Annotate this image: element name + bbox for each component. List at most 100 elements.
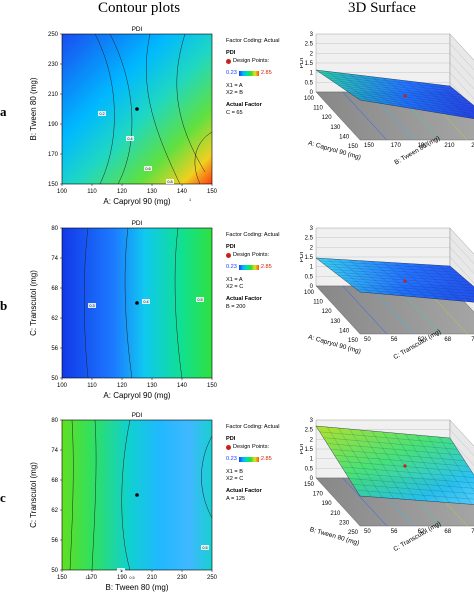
contour-label: 1.5: [85, 576, 90, 580]
x-axis-label: B: Tween 80 (mg): [106, 583, 169, 592]
contour-label: 1: [120, 569, 122, 573]
mesh-line: [438, 84, 474, 114]
y-tick-label: 210: [48, 92, 59, 98]
y-tick-label: 62: [51, 316, 58, 322]
design-points-label: Design Points:: [233, 57, 270, 64]
surf-y-tick-label: 230: [471, 143, 474, 149]
contour-label: 0.8: [167, 180, 172, 184]
contour-line: [124, 227, 133, 379]
legend-panel: Factor Coding: Actual PDI Design Points: 0.…: [226, 38, 298, 117]
contour-label-box: [186, 197, 194, 202]
x-tick-label: 170: [87, 575, 98, 581]
contour-line: [94, 33, 115, 185]
header-contour-plots: Contour plots: [98, 0, 181, 16]
y-tick-label: 80: [51, 226, 58, 232]
contour-label: 0.5: [197, 298, 202, 302]
x2-assignment: X2 = C: [226, 284, 244, 291]
response-name: PDI: [226, 50, 236, 57]
surf-y-tick-label: 68: [444, 337, 451, 343]
surf-y-tick-label: 74: [471, 529, 474, 535]
contour-title: PDI: [132, 26, 143, 33]
contour-line: [83, 227, 89, 379]
y-tick-label: 170: [48, 152, 59, 158]
y-tick-label: 150: [48, 182, 59, 188]
z-tick-label: 3: [310, 226, 314, 232]
actual-factor-heading: Actual Factor: [226, 296, 262, 303]
surf-x-tick-label: 230: [339, 520, 350, 526]
contour-label-box: [128, 575, 136, 580]
y-axis-label: C: Transcutol (mg): [29, 270, 38, 336]
z-tick-label: 1: [310, 71, 314, 77]
x1-assignment: X1 = A: [226, 82, 243, 89]
y-tick-label: 80: [51, 418, 58, 424]
contour-plot-2: PDI 1.5 1 0.5 0.5 150 170 190 210 230 250 50 56 62 68 7…: [29, 412, 218, 592]
surface-design-point: [403, 94, 407, 98]
x-tick-label: 120: [117, 383, 128, 389]
x-axis-label: A: Capryol 90 (mg): [103, 197, 170, 206]
y-tick-label: 62: [51, 508, 58, 514]
surf-x-tick-label: 190: [322, 501, 333, 507]
actual-factor-value: B = 200: [226, 303, 246, 310]
z-tick-label: 1: [310, 265, 314, 271]
x-tick-label: 120: [117, 189, 128, 195]
surf-y-tick-label: 74: [471, 337, 474, 343]
z-tick-label: 2.5: [305, 428, 314, 434]
z-tick-label: 3: [310, 418, 314, 424]
color-gradient-bar: [238, 265, 259, 271]
y-tick-label: 190: [48, 122, 59, 128]
surf-x-tick-label: 170: [313, 492, 324, 498]
z-tick-label: 2: [310, 245, 314, 251]
row-label-1: b: [0, 298, 8, 313]
contour-label-box: [196, 297, 204, 302]
surf-x-axis-label: A: Capryol 90 (mg): [307, 334, 361, 356]
design-points-row: Design Points:: [226, 444, 298, 451]
contour-label-box: [98, 111, 106, 116]
x-tick-label: 150: [207, 189, 218, 195]
response-name: PDI: [226, 436, 236, 443]
design-points-row: Design Points:: [226, 252, 298, 259]
color-min: 0.23: [226, 456, 237, 463]
z-tick-label: 0: [310, 90, 314, 96]
contour-line: [109, 33, 133, 185]
contour-title: PDI: [132, 412, 143, 419]
response-name: PDI: [226, 244, 236, 251]
grid-line: [449, 43, 474, 71]
surf-x-tick-label: 120: [322, 309, 333, 315]
y-axis-label: B: Tween 80 (mg): [29, 77, 38, 140]
grid-line: [449, 256, 474, 284]
design-points-label: Design Points:: [233, 443, 270, 450]
x-axis-label: A: Capryol 90 (mg): [103, 391, 170, 400]
contour-label-box: [88, 303, 96, 308]
color-max: 2.85: [260, 70, 272, 77]
z-tick-label: 0: [310, 476, 314, 482]
surf-x-tick-label: 130: [330, 125, 341, 131]
floor-contour: [342, 91, 387, 141]
color-max: 2.85: [260, 264, 272, 271]
contour-line: [194, 131, 213, 185]
x-tick-label: 150: [57, 575, 68, 581]
color-min: 0.23: [226, 70, 237, 77]
z-tick-label: 1.5: [305, 255, 314, 261]
design-points-label: Design Points:: [233, 251, 270, 258]
design-point: [135, 301, 139, 305]
grid-line: [449, 53, 474, 80]
surf-y-tick-label: 62: [418, 529, 425, 535]
contour-label: 0.5: [202, 546, 207, 550]
surf-x-tick-label: 120: [322, 115, 333, 121]
y-tick-label: 50: [51, 568, 58, 574]
design-point-icon: [226, 253, 231, 259]
contour-line: [201, 435, 213, 519]
grid-line: [449, 62, 474, 90]
actual-factor-heading: Actual Factor: [226, 488, 262, 495]
legend-panel: Factor Coding: Actual PDI Design Points: 0.…: [226, 424, 298, 503]
color-gradient-bar: [238, 457, 259, 463]
x-tick-label: 110: [87, 383, 97, 389]
y-tick-label: 68: [51, 286, 58, 292]
contour-label-box: [126, 136, 134, 141]
contour-label-box: [166, 179, 174, 184]
grid-line: [449, 247, 474, 274]
factor-coding: Factor Coding: Actual: [226, 38, 280, 44]
surf-x-axis-label: A: Capryol 90 (mg): [307, 140, 361, 162]
x-tick-label: 140: [177, 189, 188, 195]
